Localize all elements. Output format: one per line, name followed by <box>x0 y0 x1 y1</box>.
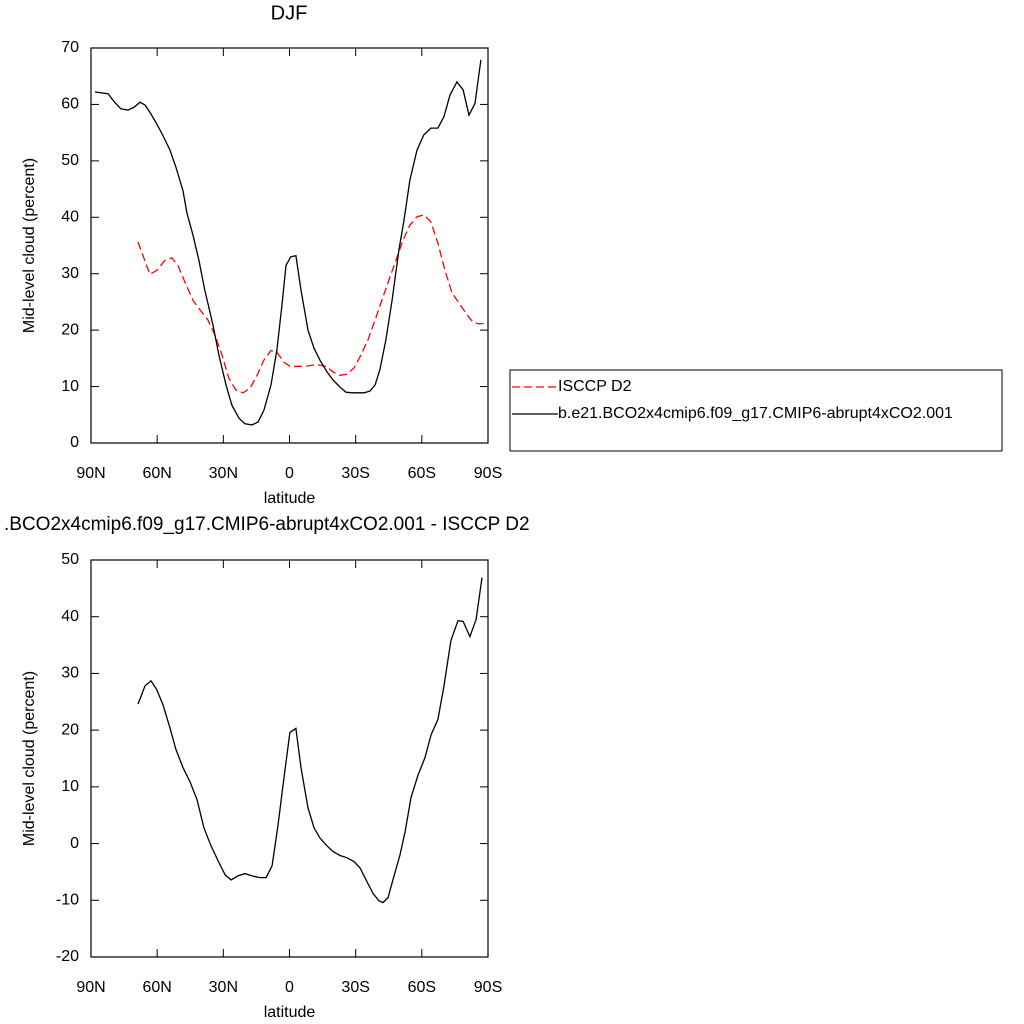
x-axis-label: latitude <box>264 1004 316 1021</box>
y-tick-label: -10 <box>56 892 79 909</box>
y-tick-label: 50 <box>61 152 79 169</box>
x-tick-label: 60N <box>142 465 171 482</box>
x-tick-label: 90S <box>474 465 502 482</box>
y-axis-label: Mid-level cloud (percent) <box>21 671 38 846</box>
legend-label: b.e21.BCO2x4cmip6.f09_g17.CMIP6-abrupt4x… <box>558 405 953 422</box>
y-tick-label: 50 <box>61 551 79 568</box>
plot-frame <box>90 559 489 958</box>
y-tick-label: 10 <box>61 778 79 795</box>
y-tick-label: 0 <box>70 835 79 852</box>
legend-label: ISCCP D2 <box>558 378 632 395</box>
chart-title: DJF <box>271 2 308 24</box>
x-tick-label: 30S <box>341 979 369 996</box>
plot-frame <box>90 47 489 444</box>
series-line <box>94 59 482 426</box>
chart-title: .BCO2x4cmip6.f09_g17.CMIP6-abrupt4xCO2.0… <box>4 514 530 535</box>
x-tick-label: 30N <box>209 465 238 482</box>
x-tick-label: 60S <box>408 979 436 996</box>
x-tick-label: 0 <box>285 979 294 996</box>
y-tick-label: 20 <box>61 321 79 338</box>
x-axis-label: latitude <box>264 490 316 507</box>
series-line <box>137 577 483 904</box>
x-tick-label: 90S <box>474 979 502 996</box>
y-axis-label: Mid-level cloud (percent) <box>21 158 38 333</box>
y-tick-label: 40 <box>61 608 79 625</box>
x-tick-label: 60N <box>142 979 171 996</box>
y-tick-label: -20 <box>56 948 79 965</box>
y-tick-label: 70 <box>61 39 79 56</box>
legend-box <box>509 369 1003 452</box>
y-tick-label: 30 <box>61 265 79 282</box>
y-tick-label: 0 <box>70 434 79 451</box>
y-tick-label: 40 <box>61 209 79 226</box>
y-tick-label: 60 <box>61 96 79 113</box>
y-tick-label: 20 <box>61 721 79 738</box>
x-tick-label: 30S <box>341 465 369 482</box>
series-line <box>137 214 485 394</box>
x-tick-label: 90N <box>76 979 105 996</box>
y-tick-label: 10 <box>61 378 79 395</box>
x-tick-label: 90N <box>76 465 105 482</box>
x-tick-label: 30N <box>209 979 238 996</box>
y-tick-label: 30 <box>61 665 79 682</box>
x-tick-label: 60S <box>408 465 436 482</box>
x-tick-label: 0 <box>285 465 294 482</box>
